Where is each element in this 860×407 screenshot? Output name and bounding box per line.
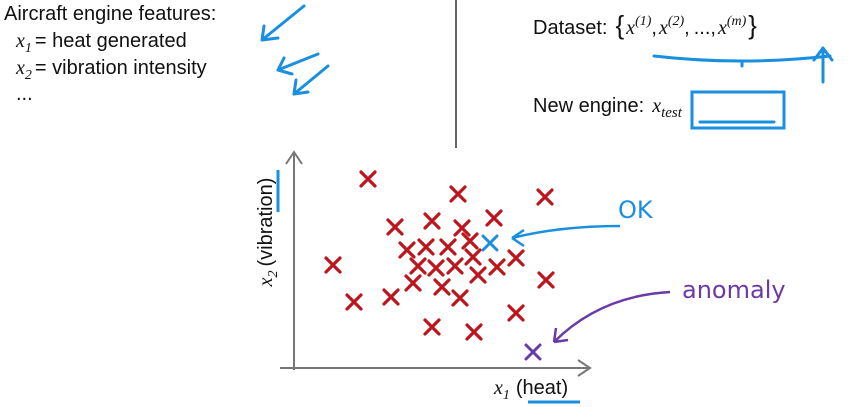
text-part: x [625,17,635,39]
anomaly-arrow [552,290,671,344]
text-part: , [710,17,716,39]
cross [469,266,487,284]
text-part: { [615,10,624,40]
cross [423,318,441,336]
cross [427,259,445,277]
text-part: , [651,17,657,39]
text-part: } [748,10,757,40]
cross [345,293,363,311]
hand-arrows [260,4,834,130]
text-part: ... [694,17,711,39]
text-part: (2) [668,14,685,29]
anomaly-label: anomaly [682,276,786,304]
text-part: , [684,17,690,39]
cross [488,258,506,276]
feature-1: x1 = heat generated [15,30,187,56]
cross [359,170,377,188]
cross [386,218,404,236]
cross [507,249,525,267]
cross [324,256,342,274]
cross [423,212,441,230]
cross [398,241,416,259]
text-part: (m) [727,14,747,29]
test-cross-ok [481,234,499,252]
feature-2: x2 = vibration intensity [15,57,207,83]
cross [404,274,422,292]
ok-arrow [511,224,621,248]
cross [485,209,503,227]
cross [453,219,471,237]
ok-label: OK [618,196,654,224]
features-title: Aircraft engine features: [4,3,216,25]
feature-more: ... [16,83,33,105]
data-crosses [324,170,555,341]
dataset: Dataset:{x(1), x(2),..., x(m)} [533,10,757,40]
test-cross-anomaly [524,343,542,361]
text-part: x [717,17,727,39]
x-label: x1 (heat) [493,377,568,403]
cross [439,238,457,256]
cross [382,288,400,306]
new-engine: New engine: xtest [533,95,683,121]
cross [536,188,554,206]
cross [449,185,467,203]
cross [507,304,525,322]
cross [417,238,435,256]
cross [537,271,555,289]
text-part: (1) [635,14,652,29]
cross [464,248,482,266]
text-part: x [658,17,668,39]
cross [451,289,469,307]
cross [465,323,483,341]
cross [446,257,464,275]
y-label: x2(vibration) [255,178,281,288]
cross [409,257,427,275]
cross [461,232,479,250]
cross [433,278,451,296]
text-part: Dataset: [533,17,607,39]
axes [280,150,592,377]
